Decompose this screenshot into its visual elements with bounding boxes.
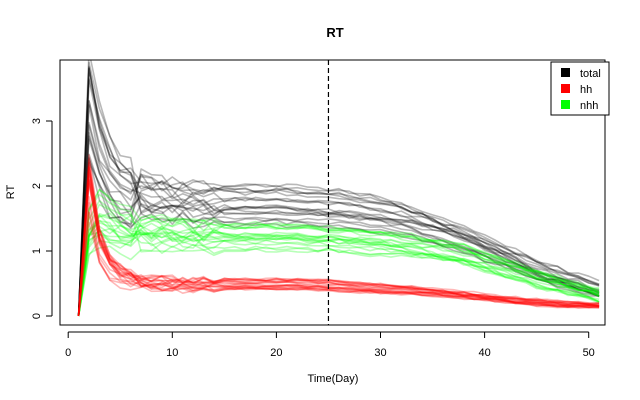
series-line-hh — [77, 166, 600, 317]
series-line-total — [77, 138, 600, 317]
series-layer — [77, 60, 600, 317]
series-line-nhh — [77, 222, 600, 317]
series-line-total — [77, 61, 600, 317]
series-line-nhh — [77, 225, 600, 317]
y-tick-label: 0 — [31, 313, 43, 319]
x-axis-label: Time(Day) — [308, 373, 359, 385]
series-line-nhh — [77, 188, 600, 317]
series-line-total — [77, 124, 600, 317]
series-line-nhh — [77, 220, 600, 317]
legend-box — [550, 61, 610, 116]
y-tick-label: 1 — [31, 248, 43, 254]
series-line-total — [77, 153, 600, 317]
series-line-nhh — [77, 214, 600, 317]
series-line-hh — [77, 166, 600, 317]
x-tick-label: 50 — [583, 347, 595, 359]
series-line-total — [77, 60, 600, 317]
series-line-total — [77, 77, 600, 317]
series-line-nhh — [77, 212, 600, 317]
chart-title: RT — [326, 25, 343, 40]
series-line-hh — [77, 176, 600, 317]
series-line-nhh — [77, 193, 600, 317]
series-line-hh — [77, 196, 600, 317]
series-line-hh — [77, 221, 600, 317]
x-tick-label: 20 — [270, 347, 282, 359]
legend-swatch-total — [561, 68, 570, 77]
series-line-total — [77, 121, 600, 317]
series-hh — [77, 154, 600, 317]
x-tick-label: 0 — [65, 347, 71, 359]
legend-swatch-hh — [561, 84, 570, 93]
y-tick-label: 3 — [31, 118, 43, 124]
series-line-hh — [77, 158, 600, 317]
series-line-nhh — [77, 214, 600, 317]
series-line-total — [77, 135, 600, 317]
x-axis: 0 10 20 30 40 50 — [65, 331, 595, 359]
series-line-total — [77, 156, 600, 317]
legend-swatch-nhh — [561, 100, 570, 109]
x-tick-label: 30 — [374, 347, 386, 359]
series-line-hh — [77, 178, 600, 317]
series-line-nhh — [77, 219, 600, 317]
series-line-hh — [77, 161, 600, 317]
series-line-hh — [77, 164, 600, 317]
series-line-hh — [77, 154, 600, 317]
series-line-nhh — [77, 227, 600, 317]
x-tick-label: 10 — [166, 347, 178, 359]
series-line-nhh — [77, 188, 600, 317]
series-line-hh — [77, 211, 600, 317]
series-line-hh — [77, 183, 600, 317]
legend-label-hh: hh — [580, 84, 592, 96]
series-line-total — [77, 100, 600, 317]
series-line-nhh — [77, 203, 600, 317]
series-nhh — [77, 188, 600, 317]
series-line-total — [77, 162, 600, 317]
y-axis: 0 1 2 3 — [31, 118, 53, 319]
series-line-total — [77, 65, 600, 317]
series-line-nhh — [77, 212, 600, 317]
y-tick-label: 2 — [31, 183, 43, 189]
series-line-hh — [77, 168, 600, 317]
series-line-total — [77, 100, 600, 317]
series-line-hh — [77, 202, 600, 317]
series-line-total — [77, 131, 600, 317]
plot-frame — [59, 59, 606, 326]
series-line-total — [77, 68, 600, 317]
series-line-nhh — [77, 229, 600, 317]
series-line-hh — [77, 181, 600, 317]
series-line-nhh — [77, 216, 600, 317]
series-line-nhh — [77, 241, 600, 317]
series-line-nhh — [77, 199, 600, 317]
series-line-hh — [77, 211, 600, 317]
series-line-hh — [77, 166, 600, 317]
legend-label-nhh: nhh — [580, 100, 598, 112]
series-line-nhh — [77, 219, 600, 317]
y-axis-label: RT — [5, 184, 17, 199]
series-line-nhh — [77, 229, 600, 317]
series-total — [77, 60, 600, 317]
series-line-hh — [77, 174, 600, 317]
series-line-total — [77, 67, 600, 317]
series-line-nhh — [77, 216, 600, 317]
x-tick-label: 40 — [478, 347, 490, 359]
series-line-total — [77, 67, 600, 317]
series-line-total — [77, 104, 600, 317]
series-line-hh — [77, 179, 600, 317]
series-line-hh — [77, 172, 600, 317]
legend-label-total: total — [580, 68, 601, 80]
series-line-total — [77, 79, 600, 317]
series-line-total — [77, 158, 600, 317]
legend: total hh nhh — [550, 61, 610, 116]
